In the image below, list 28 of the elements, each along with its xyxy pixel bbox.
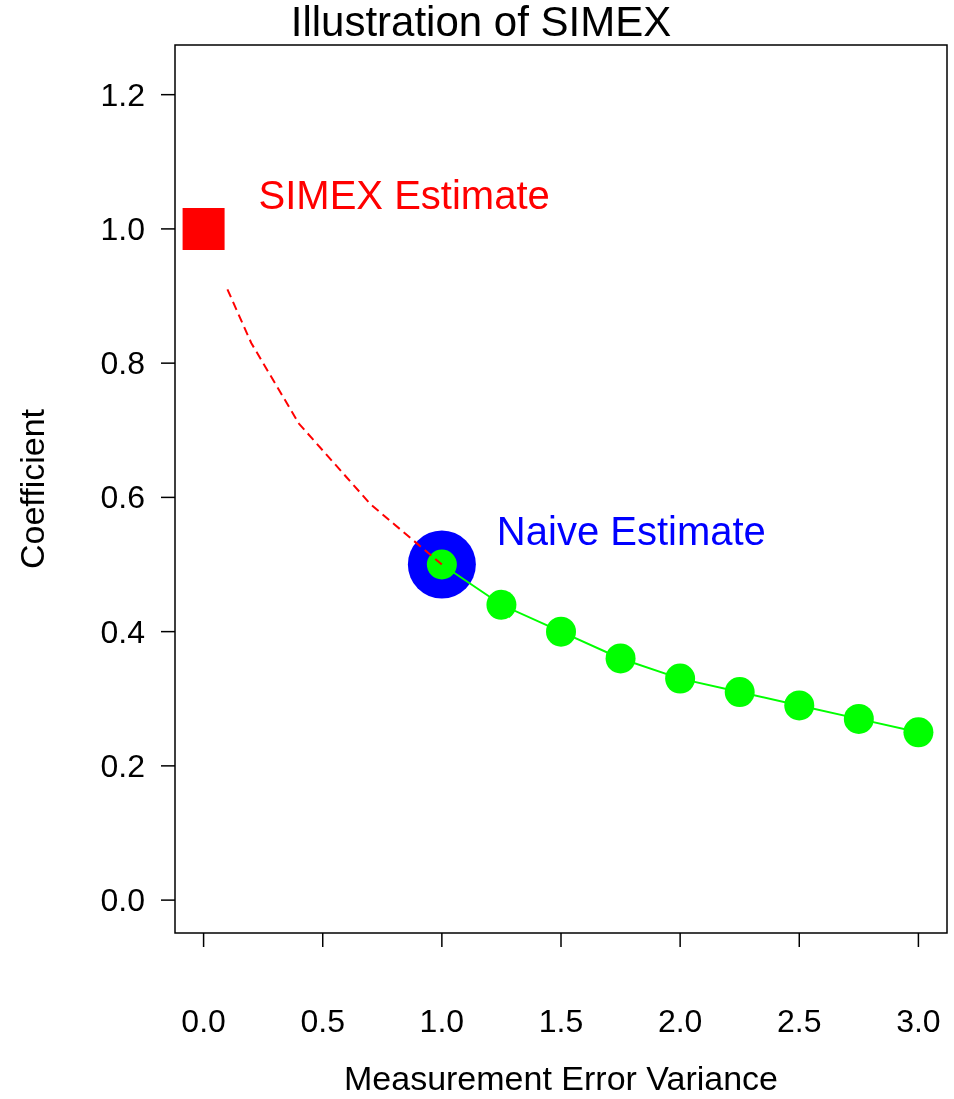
x-tick-label: 0.5 — [300, 1003, 345, 1039]
series-label: SIMEX Estimate — [258, 172, 550, 217]
point — [784, 690, 815, 721]
x-tick-label: 1.5 — [538, 1003, 584, 1039]
chart-title: Illustration of SIMEX — [290, 0, 672, 45]
point — [605, 643, 636, 674]
y-tick-label: 1.0 — [100, 210, 145, 247]
x-tick-label: 0.0 — [181, 1003, 226, 1039]
point — [486, 589, 517, 620]
x-tick-label: 3.0 — [896, 1003, 941, 1039]
point — [665, 663, 696, 694]
y-tick-label: 0.2 — [100, 747, 145, 784]
y-tick-label: 0.6 — [100, 479, 145, 516]
x-axis-title: Measurement Error Variance — [344, 1059, 778, 1097]
series-label: Naive Estimate — [496, 508, 766, 553]
y-axis-title: Coefficient — [13, 408, 51, 570]
x-tick-label: 2.0 — [657, 1003, 703, 1039]
point — [843, 703, 874, 734]
point — [724, 677, 755, 708]
y-tick-label: 0.8 — [100, 345, 145, 382]
point — [903, 717, 934, 748]
point — [546, 616, 576, 647]
x-tick-label: 2.5 — [777, 1003, 822, 1039]
y-tick-label: 0.4 — [100, 613, 145, 650]
point — [182, 207, 225, 250]
y-tick-label: 0.0 — [100, 882, 145, 919]
x-tick-label: 1.0 — [419, 1003, 465, 1039]
y-tick-label: 1.2 — [100, 76, 145, 113]
